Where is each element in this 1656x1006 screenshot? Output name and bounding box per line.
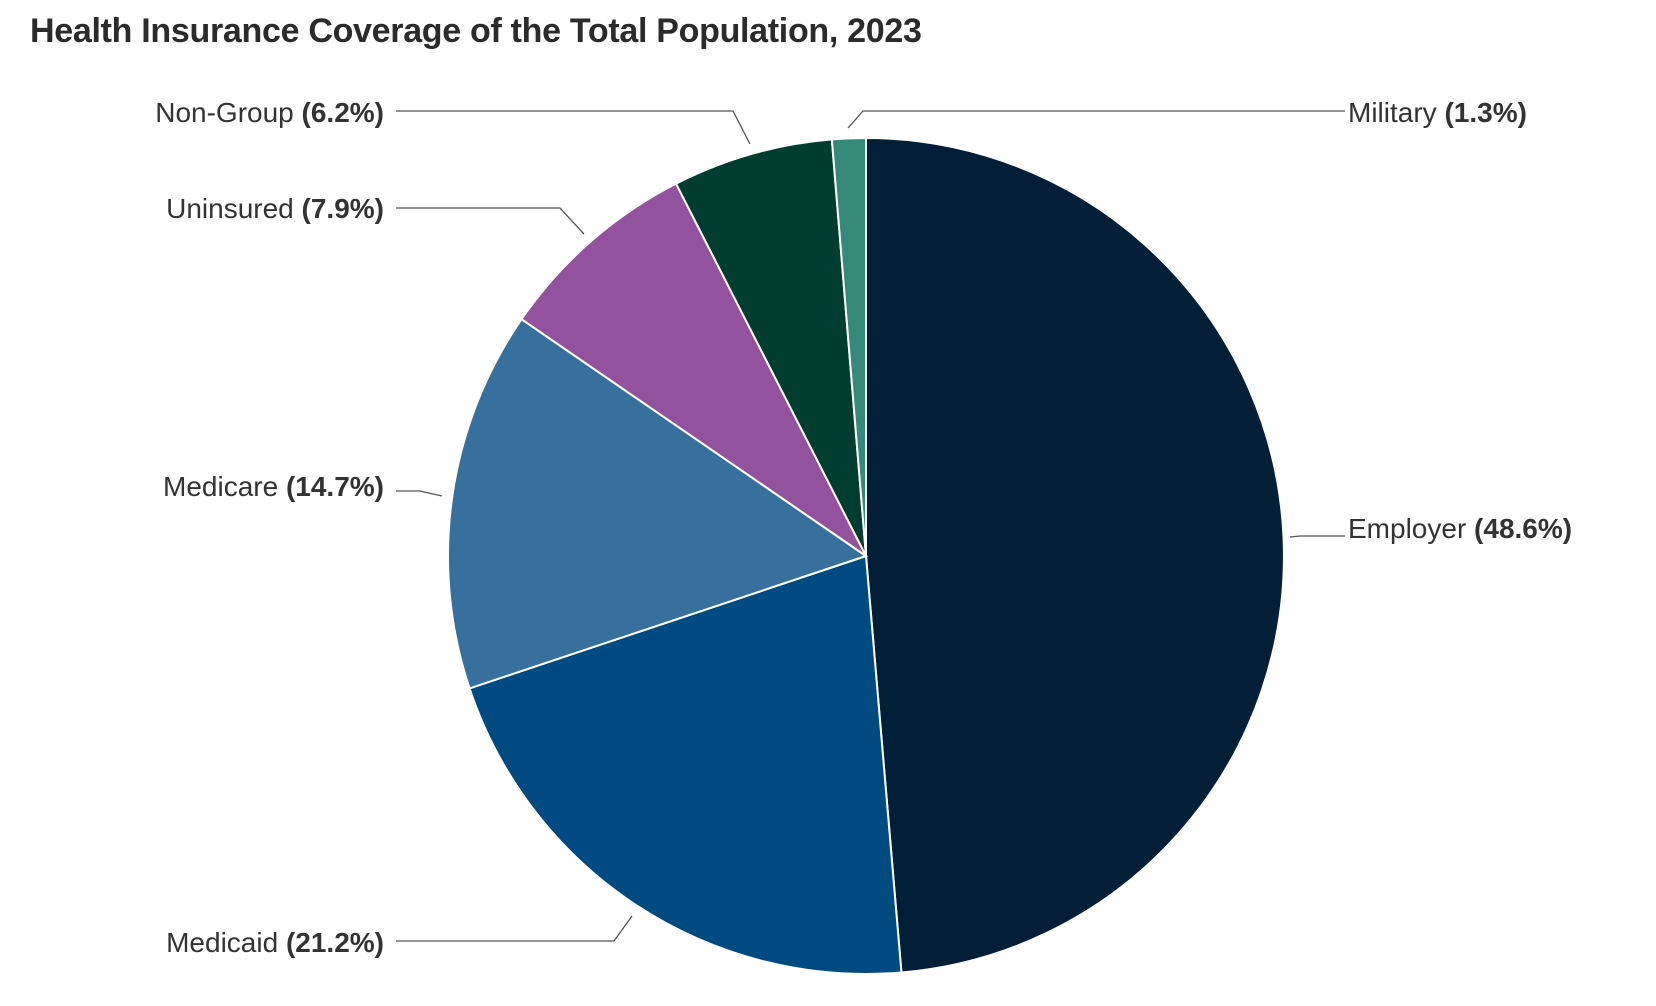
slice-label-uninsured: Uninsured (7.9%): [166, 193, 384, 224]
slice-label-value: (14.7%): [286, 471, 384, 502]
leader-line-medicaid: [396, 915, 633, 942]
slice-label-value: (48.6%): [1474, 513, 1572, 544]
slice-label-name: Military: [1348, 97, 1444, 128]
slice-labels: Employer (48.6%) Medicaid (21.2%) Medicare…: [155, 97, 1572, 958]
leader-line-employer: [1289, 535, 1345, 538]
slice-label-military: Military (1.3%): [1348, 97, 1527, 128]
slice-uninsured: [520, 182, 867, 557]
slice-employer: [865, 136, 1285, 974]
slice-label-name: Medicaid: [166, 927, 286, 958]
slice-label-medicare: Medicare (14.7%): [163, 471, 384, 502]
leader-lines: [396, 110, 1345, 942]
slice-military: [830, 136, 867, 557]
slice-medicare: [447, 317, 869, 690]
leader-line-medicare: [396, 490, 443, 497]
slice-non-group: [674, 138, 867, 557]
slice-label-name: Non-Group: [155, 97, 301, 128]
slice-label-name: Medicare: [163, 471, 286, 502]
leader-line-uninsured: [396, 207, 585, 235]
slice-label-medicaid: Medicaid (21.2%): [166, 927, 384, 958]
slice-label-value: (21.2%): [286, 927, 384, 958]
slice-label-non-group: Non-Group (6.2%): [155, 97, 384, 128]
slice-label-name: Employer: [1348, 513, 1474, 544]
slice-label-employer: Employer (48.6%): [1348, 513, 1572, 544]
leader-line-military: [847, 110, 1345, 129]
slice-label-value: (7.9%): [302, 193, 384, 224]
slice-label-name: Uninsured: [166, 193, 301, 224]
slice-label-value: (6.2%): [302, 97, 384, 128]
slice-label-value: (1.3%): [1444, 97, 1526, 128]
leader-line-non-group: [396, 110, 751, 145]
slice-medicaid: [468, 554, 903, 975]
pie-slices: [447, 136, 1285, 975]
chart-title: Health Insurance Coverage of the Total P…: [30, 12, 922, 50]
